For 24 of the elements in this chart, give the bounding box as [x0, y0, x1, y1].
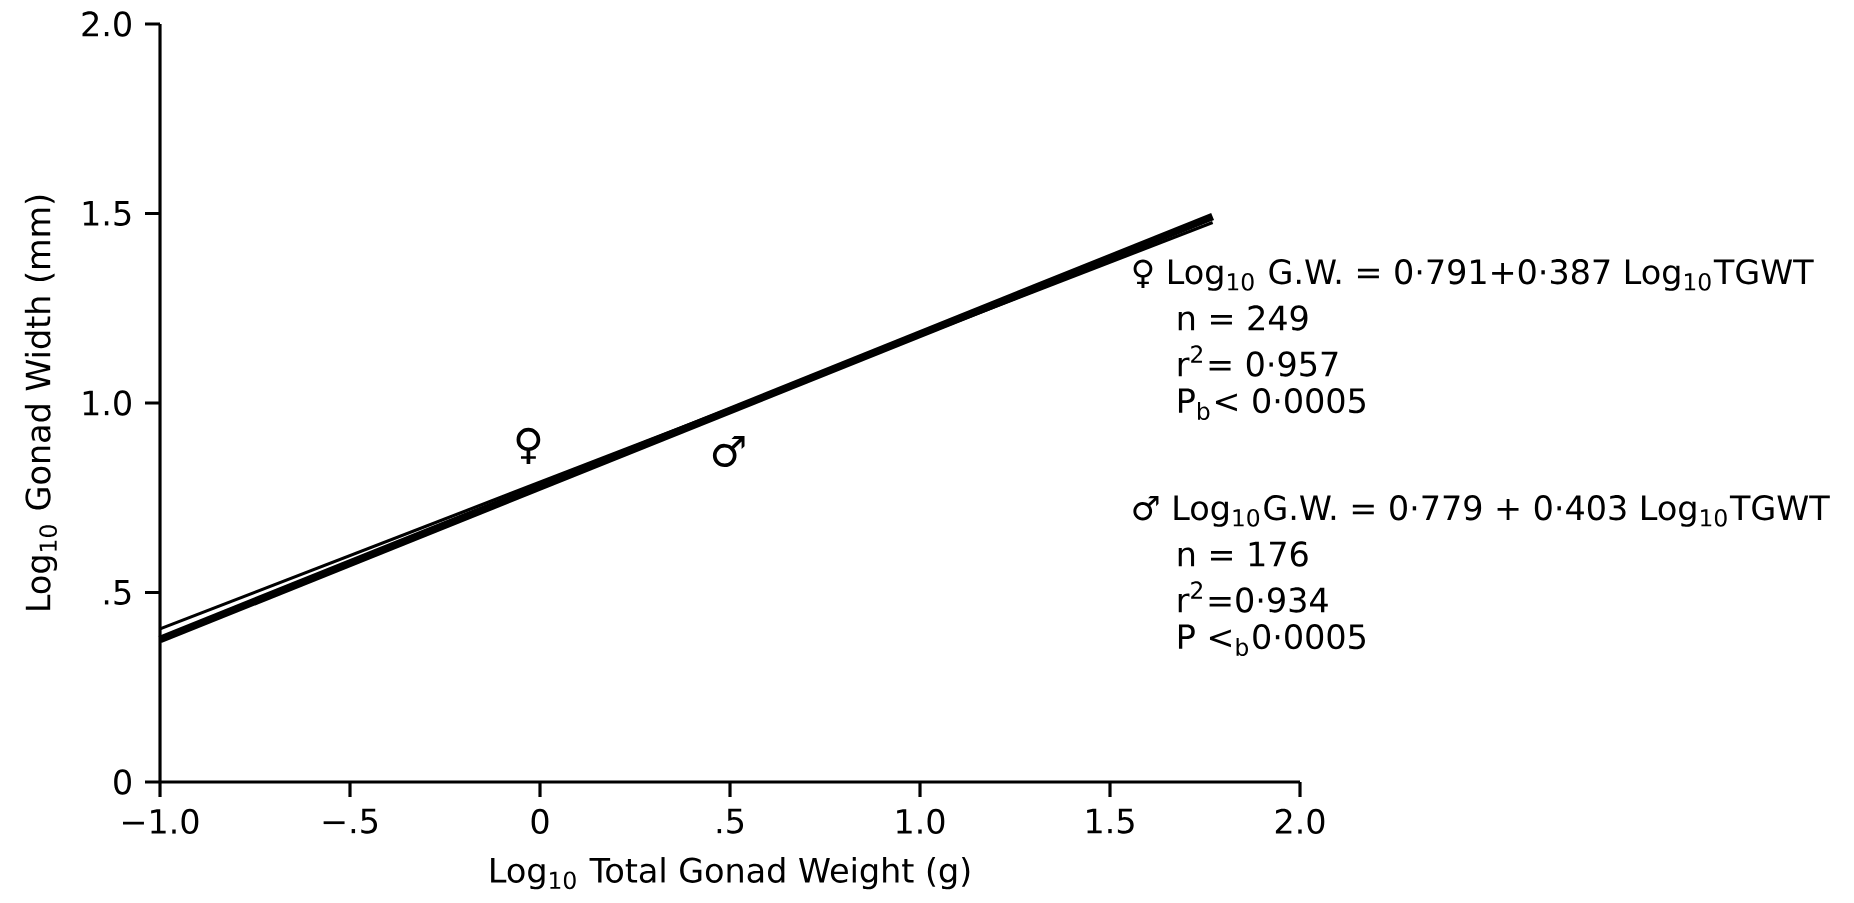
- x-tick-label: 1.5: [1087, 808, 1134, 834]
- y-tick-label: 1.5: [83, 201, 131, 226]
- x-tick-label: .5: [717, 808, 744, 834]
- annotation: ♂ Log$_{10}$G.W. = 0·779 + 0·403 Log$_{10}$TGWT: [1133, 495, 1830, 527]
- series-label: ♀: [516, 427, 541, 465]
- annotation: r$^{2}$= 0·957: [1178, 345, 1338, 377]
- annotation: P$_{b}$< 0·0005: [1178, 387, 1365, 420]
- annotation: ♀ Log$_{10}$ G.W. = 0·791+0·387 Log$_{10}$TGWT: [1133, 259, 1814, 291]
- y-tick-label: 2.0: [82, 11, 131, 37]
- annotation: r$^{2}$=0·934: [1178, 581, 1328, 613]
- series-label: ♂: [712, 436, 745, 468]
- x-axis-title: Log$_{10}$ Total Gonad Weight (g): [491, 857, 970, 890]
- annotation: n = 176: [1178, 541, 1308, 567]
- x-tick-label: −1.0: [123, 808, 199, 835]
- x-tick-label: 2.0: [1275, 808, 1325, 835]
- x-tick-label: −.5: [323, 808, 378, 834]
- y-tick-label: 0: [114, 769, 131, 795]
- y-tick-label: .5: [104, 580, 131, 605]
- y-axis-title: Log$_{10}$ Gonad Width (mm): [24, 195, 58, 610]
- annotation: n = 249: [1178, 305, 1308, 331]
- x-tick-label: 0: [531, 808, 549, 835]
- y-tick-label: 1.0: [83, 390, 131, 416]
- x-tick-label: 1.0: [897, 808, 945, 835]
- annotation: P <$_{b}$0·0005: [1178, 623, 1365, 656]
